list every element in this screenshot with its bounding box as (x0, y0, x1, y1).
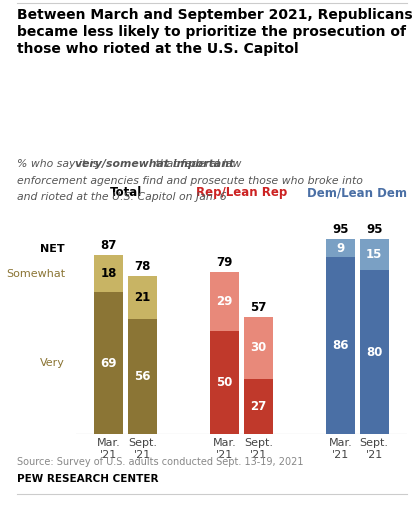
Text: Between March and September 2021, Republicans
became less likely to prioritize t: Between March and September 2021, Republ… (17, 8, 412, 56)
Bar (244, 379, 273, 434)
Bar (210, 331, 239, 434)
Text: 69: 69 (100, 357, 117, 370)
Text: Total: Total (110, 186, 142, 199)
Text: 9: 9 (336, 241, 344, 255)
Text: 27: 27 (250, 400, 267, 413)
Text: 78: 78 (134, 260, 151, 273)
Text: Source: Survey of U.S. adults conducted Sept. 13-19, 2021: Source: Survey of U.S. adults conducted … (17, 457, 303, 467)
Text: 86: 86 (332, 339, 349, 352)
Bar (326, 239, 355, 258)
Bar (360, 270, 389, 434)
Text: very/somewhat important: very/somewhat important (75, 159, 234, 169)
Text: 56: 56 (134, 370, 151, 383)
Text: Very: Very (40, 359, 65, 368)
Text: that federal law: that federal law (152, 159, 242, 169)
Text: % who say it is: % who say it is (17, 159, 102, 169)
Text: enforcement agencies find and prosecute those who broke into: enforcement agencies find and prosecute … (17, 176, 363, 186)
Bar (94, 292, 123, 434)
Bar (244, 317, 273, 379)
Text: 80: 80 (366, 345, 382, 359)
Text: 95: 95 (366, 223, 383, 236)
Text: 18: 18 (101, 267, 117, 280)
Text: PEW RESEARCH CENTER: PEW RESEARCH CENTER (17, 474, 158, 484)
Bar (128, 276, 158, 319)
Text: 95: 95 (332, 223, 349, 236)
Text: Rep/Lean Rep: Rep/Lean Rep (196, 186, 287, 199)
Text: Dem/Lean Dem: Dem/Lean Dem (307, 186, 407, 199)
Text: 21: 21 (134, 291, 151, 304)
Text: 87: 87 (101, 239, 117, 252)
Text: 29: 29 (216, 295, 233, 308)
Bar (360, 239, 389, 270)
Text: 50: 50 (216, 376, 233, 389)
Text: Somewhat: Somewhat (6, 269, 65, 279)
Bar (128, 319, 158, 434)
Text: 79: 79 (216, 256, 233, 269)
Text: NET: NET (40, 244, 65, 254)
Bar (210, 272, 239, 331)
Text: 15: 15 (366, 248, 382, 261)
Text: and rioted at the U.S. Capitol on Jan. 6: and rioted at the U.S. Capitol on Jan. 6 (17, 192, 226, 203)
Text: 57: 57 (250, 301, 267, 314)
Text: 30: 30 (250, 341, 267, 355)
Bar (94, 256, 123, 292)
Bar (326, 258, 355, 434)
